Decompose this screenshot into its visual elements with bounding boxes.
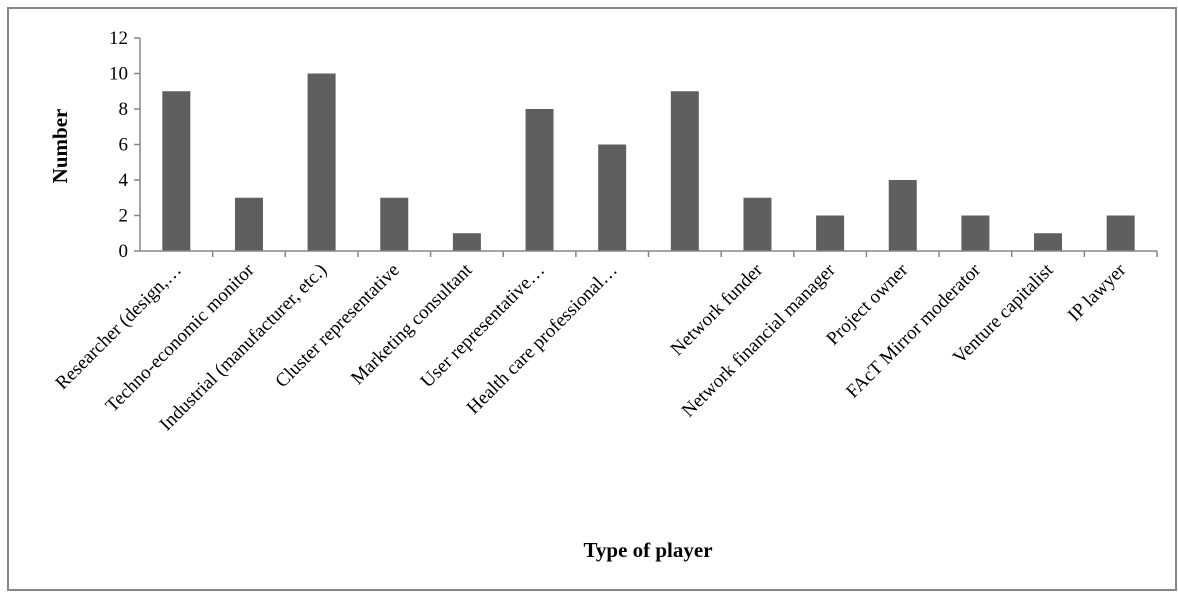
bar [1034,233,1063,251]
y-tick-label: 4 [119,170,129,191]
bar [162,91,191,251]
x-axis-title: Type of player [583,538,712,562]
chart-border [7,7,1177,591]
y-tick-label: 2 [119,206,129,227]
bar [234,197,263,251]
bar [380,197,409,251]
y-tick-label: 0 [119,241,129,262]
bar [888,180,917,251]
y-tick-label: 6 [119,135,129,156]
bar [452,233,481,251]
y-tick-label: 8 [119,99,129,120]
y-tick-label: 12 [109,28,128,49]
bar [961,215,990,251]
bar [598,144,627,251]
bar [1106,215,1135,251]
bar [816,215,845,251]
y-tick-label: 10 [109,64,128,85]
bar [743,197,772,251]
bar-series [162,73,1135,251]
y-axis-ticks: 0 2 4 6 8 10 12 [109,28,140,262]
y-axis-title: Number [48,109,72,184]
bar [670,91,699,251]
bar [525,109,554,251]
bar [307,73,336,251]
